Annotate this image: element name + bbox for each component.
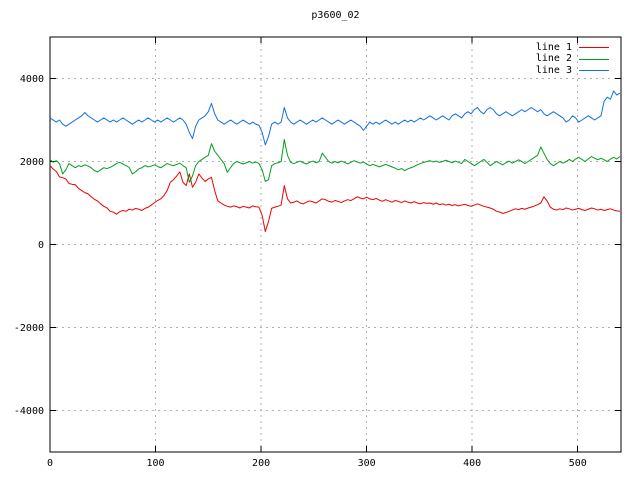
- x-tick-label: 300: [358, 458, 376, 469]
- series-line-1: [49, 165, 621, 233]
- legend-line-sample-green: [579, 58, 609, 60]
- legend-item-line2: line 2: [536, 54, 609, 66]
- x-tick-label: 0: [47, 458, 53, 469]
- y-tick-label: 0: [38, 240, 44, 251]
- chart-title: p3600_02: [311, 10, 360, 21]
- x-tick-label: 500: [569, 458, 587, 469]
- y-tick-label: -4000: [14, 406, 44, 417]
- legend-label-line1: line 1: [535, 41, 572, 53]
- x-tick-label: 100: [147, 458, 165, 469]
- legend-line-sample-blue: [579, 70, 609, 72]
- x-tick-label: 200: [252, 458, 270, 469]
- legend-label-line3: line 3: [535, 64, 572, 76]
- series-line-3: [49, 90, 621, 146]
- y-tick-label: 2000: [20, 157, 44, 168]
- x-tick-label: 400: [463, 458, 481, 469]
- legend-item-line3: line 3: [536, 65, 609, 77]
- legend-item-line1: line 1: [536, 42, 609, 54]
- series-line-2: [49, 139, 621, 183]
- y-tick-label: 4000: [20, 74, 44, 85]
- legend-label-line2: line 2: [535, 53, 572, 65]
- legend-line-sample-red: [579, 47, 609, 49]
- legend: line 1 line 2 line 3: [536, 42, 609, 77]
- y-tick-label: -2000: [14, 323, 44, 334]
